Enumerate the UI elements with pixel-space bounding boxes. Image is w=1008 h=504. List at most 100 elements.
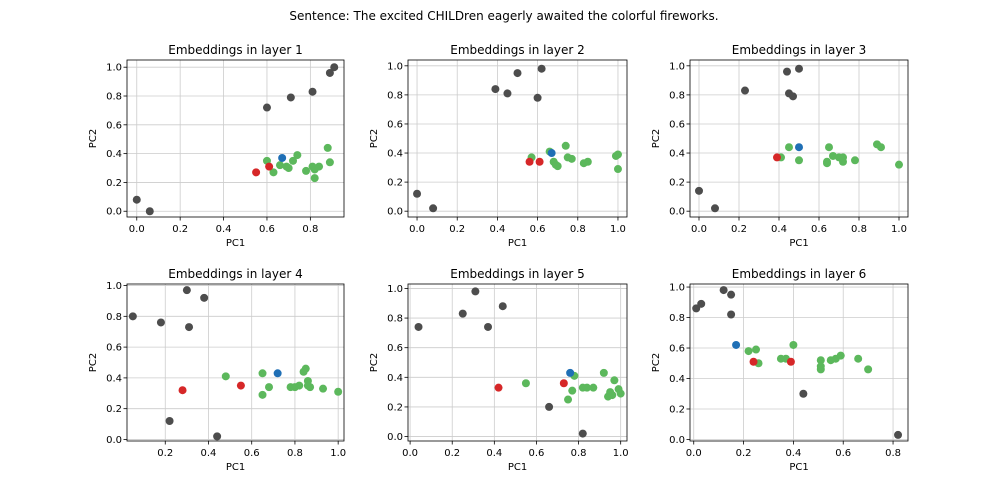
y-tick-label: 0.0 [669,207,685,218]
data-point-context [458,309,467,318]
data-point-context [783,67,791,76]
data-point-context [262,103,271,112]
y-tick-label: 0.2 [106,404,122,415]
data-point-context [695,186,703,195]
data-point-context [503,89,512,98]
data-point-token [315,162,324,171]
y-tick-label: 0.6 [106,120,122,131]
data-point-token [293,151,302,160]
data-point-context [719,286,728,295]
data-point-token [823,159,831,168]
data-point-token [275,161,284,170]
data-point-token [854,354,863,363]
data-point-subword [559,379,568,388]
y-axis-label: PC2 [369,353,380,372]
subplot-4: 0.2 0.4 0.6 0.8 1.0 0.0 0.2 0.4 0.6 0.8 1.0 Embeddi… [88,267,346,473]
data-point-context [533,93,542,102]
data-point-context [727,290,736,299]
subplot-title: Embeddings in layer 1 [168,43,302,57]
y-tick-label: 0.4 [106,373,122,384]
data-point-context [325,68,334,77]
data-point-token [836,351,845,360]
x-tick-label: 0.4 [486,448,502,459]
data-point-context [414,322,423,331]
data-point-token [864,365,873,374]
data-point-query [732,340,741,349]
x-tick-label: 0.4 [785,448,801,459]
data-point-token [269,168,278,177]
data-point-context [145,207,154,216]
x-tick-label: 1.0 [613,448,629,459]
x-axis-label: PC1 [226,238,245,249]
data-point-context [471,287,480,296]
y-tick-label: 0.2 [669,404,685,415]
x-tick-label: 0.2 [157,448,173,459]
data-point-token [561,141,570,150]
data-point-subword [525,157,534,166]
data-point-token [221,372,230,381]
x-tick-label: 0.8 [851,224,867,235]
x-axis-label: PC1 [789,238,808,249]
data-point-context [156,318,165,327]
y-tick-label: 0.4 [387,373,403,384]
x-tick-label: 0.0 [686,448,702,459]
subplot-title: Embeddings in layer 3 [732,43,866,57]
x-tick-label: 0.4 [489,224,505,235]
data-point-context [513,69,522,78]
x-tick-label: 0.8 [570,224,586,235]
data-point-context [308,87,317,96]
data-point-token [589,383,598,392]
y-tick-label: 1.0 [387,61,403,72]
y-tick-label: 0.8 [669,313,685,324]
data-point-subword [786,357,795,366]
subplot-1: 0.0 0.2 0.4 0.6 0.8 0.0 0.2 0.4 0.6 0.8 1.0 Embeddi… [88,43,345,249]
data-point-token [608,391,617,400]
data-point-token [521,379,530,388]
x-tick-label: 0.8 [885,448,901,459]
subplot-title: Embeddings in layer 2 [450,43,584,57]
subplot-title: Embeddings in layer 4 [168,267,302,281]
y-tick-label: 0.8 [669,90,685,101]
data-point-token [829,151,837,160]
data-point-token [816,356,825,365]
y-tick-label: 0.4 [106,149,122,160]
y-axis-label: PC2 [651,129,662,148]
data-point-context [213,432,222,441]
data-point-token [567,154,576,163]
y-tick-label: 0.2 [669,178,685,189]
data-point-subword [236,381,245,390]
data-point-context [789,92,797,101]
subplot-grid: 0.0 0.2 0.4 0.6 0.8 0.0 0.2 0.4 0.6 0.8 1.0 Embeddi… [88,43,909,473]
y-tick-label: 0.4 [387,149,403,160]
y-tick-label: 0.6 [106,343,122,354]
subplot-5: 0.0 0.2 0.4 0.6 0.8 1.0 0.0 0.2 0.4 0.6 0.8 1.0 Embe… [369,267,629,473]
data-point-token [284,164,293,173]
data-point-token [564,395,573,404]
x-tick-label: 0.0 [402,448,418,459]
y-tick-label: 0.2 [106,178,122,189]
y-tick-label: 0.8 [106,312,122,323]
data-point-token [553,162,562,171]
subplot-title: Embeddings in layer 5 [450,267,584,281]
data-point-token [795,156,803,165]
data-point-subword [265,162,274,171]
data-point-token [306,383,315,392]
data-point-context [182,286,191,295]
axes-frame [126,59,345,218]
data-point-token [825,143,833,152]
y-tick-label: 0.0 [106,207,122,218]
data-point-subword [494,383,503,392]
y-tick-label: 0.0 [669,435,685,446]
y-tick-label: 0.2 [387,178,403,189]
x-tick-label: 0.2 [449,224,465,235]
y-tick-label: 1.0 [106,281,122,292]
data-point-token [302,166,311,175]
x-axis-label: PC1 [226,462,245,473]
data-point-token [895,160,903,169]
data-point-token [599,368,608,377]
data-point-token [613,150,622,159]
y-tick-label: 0.0 [106,435,122,446]
y-tick-label: 1.0 [387,284,403,295]
y-axis-label: PC2 [651,353,662,372]
data-point-token [295,381,304,390]
